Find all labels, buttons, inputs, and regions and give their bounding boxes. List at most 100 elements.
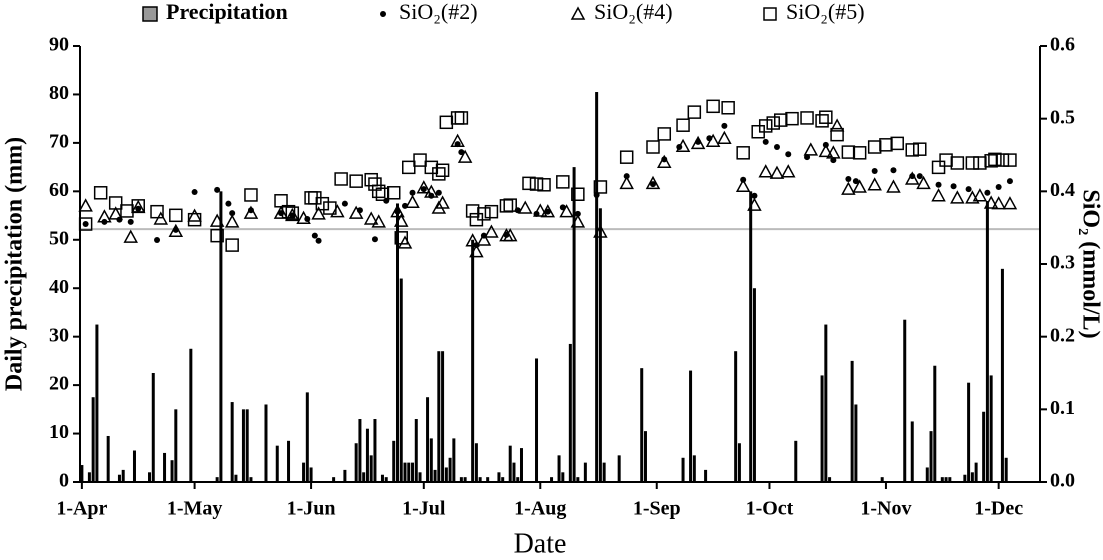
bar [163,452,167,482]
square-point [210,228,224,243]
square-point [499,199,514,213]
square-point [315,196,330,211]
square-point [830,127,844,142]
bar [343,469,347,482]
square-point [285,206,300,220]
square-point [150,204,164,219]
bar [407,462,411,482]
y2-axis-label: SiO₂ (mmol/L) [1077,189,1103,338]
square-point [439,115,454,130]
triangle-point [517,200,533,214]
triangle-point [829,118,845,132]
triangle-point [450,133,465,147]
dot-point [544,208,551,215]
y2-tick-label: 0.0 [1050,470,1075,492]
triangle-point [991,196,1006,210]
triangle-point [209,213,225,227]
bar [967,382,971,482]
bar [230,402,234,482]
bar [640,368,644,482]
triangle-point [405,194,420,208]
bar [87,472,91,482]
y-tick-label: 70 [49,130,69,152]
bar [264,404,268,482]
y-axis-label: Daily precipitation (mm) [2,137,28,391]
square-point [815,114,829,128]
triangle-point [950,190,965,204]
triangle-point [886,179,901,193]
bar [985,201,989,482]
dot-point [852,178,859,185]
x-tick-label: 1-Nov [860,498,911,520]
square-point [931,160,946,175]
dot-point [435,189,442,196]
dot-point [995,183,1002,190]
dot-point [950,183,957,190]
square-point [131,199,145,213]
y-tick-label: 0 [59,470,69,492]
bar [354,443,358,482]
square-point [736,146,750,160]
bar [508,445,512,482]
dot-point [371,236,378,243]
x-tick-label: 1-Sep [633,498,681,520]
dot-point [916,173,923,180]
triangle-point [818,143,834,158]
y-tick-label: 80 [49,82,69,104]
bar [561,472,565,482]
square-point [950,156,965,170]
bar [106,435,110,482]
bar [380,474,384,482]
bar [426,397,430,482]
dot-point [409,189,416,196]
square-point [529,177,544,191]
square-point [571,187,585,201]
triangle-point [469,244,484,258]
bar [681,457,685,482]
square-point [364,172,378,187]
triangle-point [393,213,409,227]
bar [121,469,125,482]
triangle-point [502,228,518,242]
dot-point [311,232,318,239]
bar [309,467,313,482]
square-point [1003,153,1017,167]
bar [910,421,914,482]
square-point [394,231,409,245]
triangle-point [931,188,946,202]
bar [474,443,478,482]
dot-point [871,167,878,174]
bar [91,397,95,482]
triangle-point [285,207,300,222]
bar [429,438,433,482]
legend-marker [763,7,777,21]
square-point [435,163,450,178]
bar [433,469,437,482]
bar [332,477,336,482]
bar [411,462,415,482]
square-point [995,153,1010,167]
triangle-point [826,145,841,159]
triangle-point [330,204,345,218]
bar [929,431,933,482]
triangle-point [747,197,762,211]
bar [287,440,291,482]
dot-point [394,208,401,215]
bar [850,360,854,482]
square-point [386,186,401,200]
bar [384,477,388,482]
square-point [187,212,202,227]
triangle-point [593,224,608,238]
bar [459,477,463,482]
bar [501,477,505,482]
triangle-point [705,133,721,147]
square-point [785,111,799,126]
bar [358,419,362,482]
bar [249,477,253,482]
bar [734,351,738,482]
bar [572,167,576,482]
bar [148,472,152,482]
square-point [766,116,780,130]
x-tick-label: 1-Aug [514,498,566,520]
